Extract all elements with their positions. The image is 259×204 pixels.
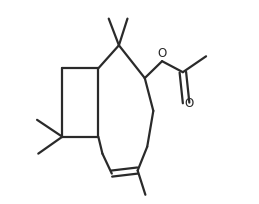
Text: O: O bbox=[184, 97, 194, 110]
Text: O: O bbox=[157, 46, 167, 59]
